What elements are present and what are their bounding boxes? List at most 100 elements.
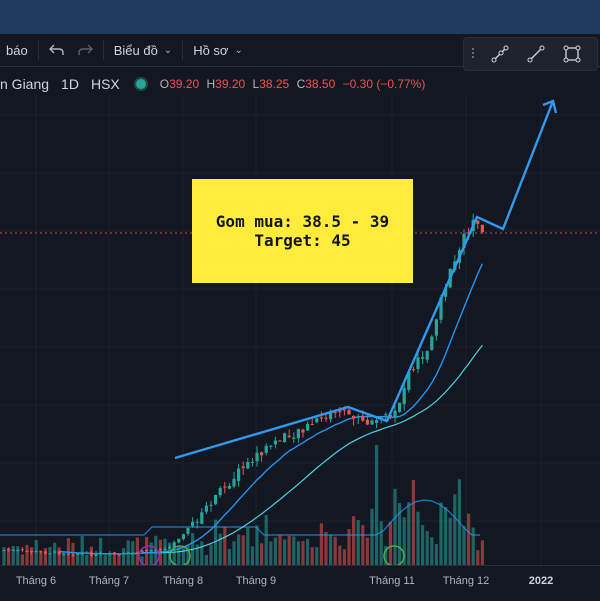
low-key: L <box>252 77 260 91</box>
volume-bar <box>140 556 144 565</box>
volume-bar <box>292 536 296 565</box>
signal-circle-marker <box>138 545 160 565</box>
volume-bar <box>223 526 227 565</box>
candle-body <box>347 409 351 415</box>
volume-bar <box>232 541 236 565</box>
volume-bar <box>264 515 268 565</box>
candle-body <box>76 553 80 555</box>
volume-bar <box>39 551 43 565</box>
rectangle-tool-button[interactable] <box>554 40 590 68</box>
redo-button[interactable] <box>71 34 99 66</box>
volume-bar <box>273 537 277 565</box>
close-value: 38.50 <box>305 77 336 91</box>
volume-bar <box>25 544 29 565</box>
x-tick-label: Tháng 12 <box>442 575 490 587</box>
volume-bar <box>398 503 402 565</box>
volume-bar <box>310 547 314 565</box>
candle-body <box>227 485 231 489</box>
candle-body <box>480 224 484 233</box>
drag-handle-icon[interactable]: ⠇ <box>469 45 481 62</box>
ray-tool-button[interactable] <box>518 40 554 68</box>
candle-body <box>71 554 75 556</box>
toolbar-divider <box>182 40 184 60</box>
candle-body <box>163 549 167 551</box>
candle-body <box>89 552 93 556</box>
candle-body <box>80 553 84 555</box>
open-key: O <box>159 77 170 91</box>
volume-bar <box>112 555 116 565</box>
time-axis[interactable]: Tháng 6 Tháng 7 Tháng 8 Tháng 9 Tháng 11… <box>0 565 600 601</box>
chart-menu-button[interactable]: Biểu đồ ⌄ <box>108 34 178 66</box>
symbol-legend: n Giang 1D HSX O39.20 H39.20 L38.25 C38.… <box>0 74 429 94</box>
candle-body <box>117 554 121 556</box>
market-status-icon <box>135 79 146 89</box>
volume-bar <box>393 488 397 565</box>
candle-body <box>292 437 296 439</box>
close-key: C <box>296 77 306 91</box>
candle-body <box>375 420 379 423</box>
change-value: −0.30 (−0.77%) <box>342 77 426 91</box>
candle-body <box>43 551 47 554</box>
volume-bar <box>324 531 328 565</box>
drawing-toolbar: ⠇ <box>463 37 598 71</box>
volume-bar <box>20 554 24 565</box>
undo-button[interactable] <box>43 34 71 66</box>
volume-bar <box>301 541 305 565</box>
volume-bar <box>278 534 282 565</box>
volume-bar <box>467 513 471 565</box>
profile-menu-label: Hồ sơ <box>193 42 229 58</box>
volume-bar <box>453 494 457 565</box>
candle-body <box>296 429 300 439</box>
candle-body <box>126 552 130 554</box>
candle-body <box>338 410 342 413</box>
volume-bar <box>434 544 438 565</box>
candle-body <box>352 415 356 419</box>
undo-icon <box>48 44 64 55</box>
volume-bar <box>462 526 466 565</box>
x-tick-label: 2022 <box>528 575 554 587</box>
trend-line-tool-button[interactable] <box>482 40 518 68</box>
candle-body <box>20 549 24 551</box>
candle-body <box>62 554 66 556</box>
alert-button[interactable]: báo <box>0 34 34 66</box>
candle-body <box>315 418 319 423</box>
alert-label: báo <box>6 42 28 58</box>
candle-body <box>269 445 273 447</box>
volume-bar <box>172 547 176 565</box>
candle-body <box>57 551 61 555</box>
volume-bar <box>448 517 452 565</box>
candle-body <box>11 550 15 552</box>
candle-body <box>329 412 333 420</box>
signal-circle-marker <box>383 545 405 565</box>
trend-line-icon <box>491 45 509 63</box>
volume-bar <box>149 542 153 565</box>
volume-bar <box>411 479 415 565</box>
volume-bar <box>370 508 374 565</box>
annotation-note[interactable]: Gom mua: 38.5 - 39 Target: 45 <box>192 179 413 283</box>
candle-body <box>365 419 369 425</box>
interval-label[interactable]: 1D <box>61 76 79 92</box>
candle-body <box>264 445 268 453</box>
volume-ma-line <box>0 499 480 536</box>
profile-menu-button[interactable]: Hồ sơ ⌄ <box>187 34 249 66</box>
volume-bar <box>361 525 365 565</box>
symbol-name[interactable]: n Giang <box>0 76 50 92</box>
volume-bar <box>250 546 254 565</box>
volume-bar <box>62 551 66 565</box>
volume-bar <box>315 547 319 565</box>
candle-body <box>342 409 346 411</box>
volume-bar <box>117 553 121 565</box>
candle-body <box>122 553 126 555</box>
volume-bar <box>214 519 218 565</box>
toolbar-divider <box>102 40 104 60</box>
chevron-down-icon: ⌄ <box>163 44 173 56</box>
volume-bar <box>255 525 259 565</box>
candlesticks <box>2 213 484 557</box>
candle-body <box>255 452 259 462</box>
volume-bar <box>480 540 484 565</box>
volume-bar <box>439 502 443 565</box>
volume-bar <box>379 521 383 565</box>
candle-body <box>181 534 185 540</box>
volume-bar <box>11 546 15 565</box>
price-chart[interactable] <box>0 95 600 565</box>
